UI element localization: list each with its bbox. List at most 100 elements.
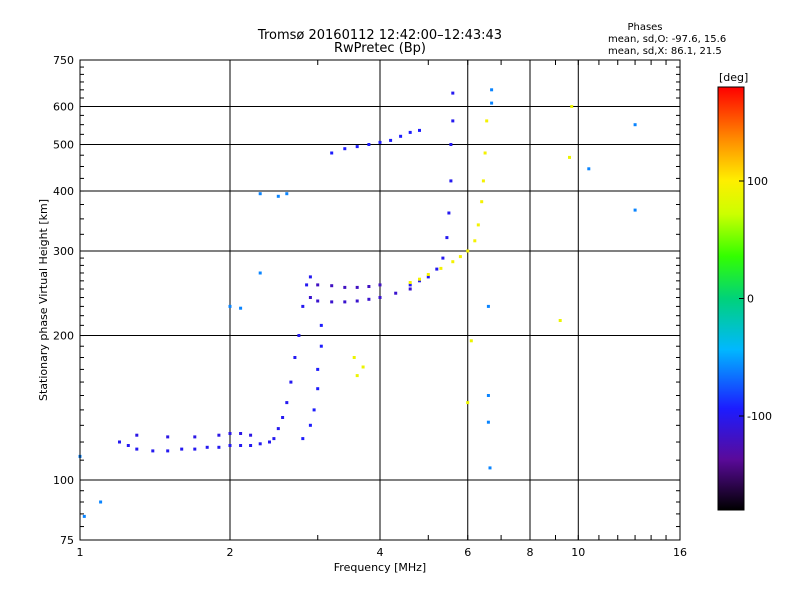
data-point — [445, 236, 449, 240]
y-tick-label: 300 — [53, 245, 74, 258]
data-point — [316, 387, 320, 391]
data-point — [166, 435, 170, 439]
data-point — [249, 444, 253, 447]
data-point — [378, 140, 382, 144]
data-point — [268, 440, 271, 444]
data-point — [193, 447, 197, 451]
x-tick-label: 8 — [527, 546, 534, 559]
data-point — [285, 192, 289, 196]
phases-heading: Phases — [627, 22, 662, 33]
data-point — [180, 447, 184, 451]
data-point — [558, 319, 562, 322]
data-point — [239, 306, 243, 310]
data-point — [441, 256, 445, 260]
data-point — [476, 223, 480, 227]
y-tick-label: 500 — [53, 139, 74, 152]
data-point — [343, 285, 347, 289]
data-point — [367, 143, 371, 146]
data-point — [451, 260, 455, 264]
data-point — [312, 408, 316, 412]
data-point — [135, 447, 139, 451]
data-point — [293, 356, 297, 359]
data-point — [276, 427, 280, 431]
data-point — [458, 255, 462, 259]
data-point — [82, 514, 86, 518]
x-tick-label: 4 — [377, 546, 384, 559]
data-point — [355, 285, 359, 289]
data-point — [285, 401, 289, 405]
data-point — [316, 299, 320, 303]
data-point — [289, 380, 293, 384]
series-6 — [408, 91, 455, 287]
data-point — [469, 339, 473, 343]
data-point — [367, 285, 371, 288]
data-point — [217, 445, 221, 449]
data-point — [449, 143, 453, 146]
data-point — [330, 284, 334, 288]
data-point — [483, 151, 487, 155]
data-point — [399, 134, 403, 138]
series-9 — [352, 105, 574, 405]
data-point — [239, 432, 243, 435]
colorbar-tick-label: 0 — [747, 293, 754, 306]
data-point — [316, 283, 320, 287]
data-point — [451, 119, 455, 123]
data-point — [449, 179, 453, 183]
data-point — [239, 444, 243, 447]
data-point — [426, 273, 430, 276]
data-point — [205, 445, 209, 449]
series-0 — [118, 440, 271, 453]
data-point — [367, 297, 371, 301]
data-point — [485, 119, 489, 123]
data-point — [330, 151, 334, 155]
chart-title-line2: RwPretec (Bp) — [334, 41, 426, 56]
data-point — [297, 334, 301, 337]
data-point — [99, 500, 103, 504]
data-point — [490, 88, 494, 92]
data-point — [447, 211, 451, 215]
series-8 — [408, 119, 489, 284]
data-point — [305, 283, 309, 287]
y-tick-label: 750 — [53, 54, 74, 67]
data-point — [228, 304, 232, 308]
y-tick-label: 100 — [53, 474, 74, 487]
data-point — [343, 300, 347, 304]
data-point — [228, 432, 232, 435]
data-point — [249, 433, 253, 437]
data-point — [486, 394, 490, 397]
data-point — [126, 444, 130, 447]
data-point — [394, 291, 398, 295]
series-3 — [301, 323, 323, 441]
x-tick-label: 2 — [227, 546, 234, 559]
x-axis-label: Frequency [MHz] — [334, 561, 426, 574]
colorbar-tick-label: 100 — [747, 175, 768, 188]
y-tick-label: 75 — [60, 534, 74, 547]
data-point — [570, 105, 574, 108]
series-2 — [272, 275, 312, 441]
data-point — [490, 101, 494, 105]
data-point — [166, 449, 170, 453]
y-axis-label: Stationary phase Virtual Height [km] — [37, 199, 50, 401]
data-point — [228, 444, 232, 447]
data-point — [466, 401, 470, 405]
data-point — [408, 287, 412, 291]
data-point — [272, 437, 276, 441]
data-point — [193, 435, 197, 439]
data-point — [258, 192, 262, 196]
chart-title-line1: Tromsø 20160112 12:42:00–12:43:43 — [257, 28, 502, 43]
phases-o-stats: mean, sd,O: -97.6, 15.6 — [608, 34, 726, 45]
data-point — [426, 275, 430, 279]
x-tick-label: 10 — [571, 546, 585, 559]
y-tick-label: 600 — [53, 101, 74, 114]
data-point — [486, 420, 490, 424]
data-point — [480, 200, 484, 204]
plot-area: 1 2 4 6 8 10 16 75 100 200 300 400 500 600 750 Frequenc… — [37, 54, 687, 574]
phases-x-stats: mean, sd,X: 86.1, 21.5 — [608, 46, 722, 57]
series-1 — [135, 432, 253, 439]
data-point — [308, 423, 312, 427]
x-tick-label: 16 — [673, 546, 687, 559]
series-5 — [316, 283, 382, 289]
data-point — [435, 267, 439, 271]
plot-frame — [79, 59, 681, 541]
data-point — [587, 167, 591, 171]
